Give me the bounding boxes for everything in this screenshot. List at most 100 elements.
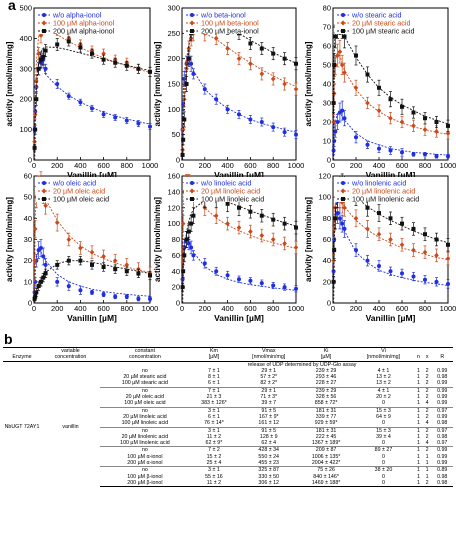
legend-label: w/o alpha-ionol: [52, 11, 102, 20]
data-point: [388, 269, 393, 274]
data-point: [66, 284, 71, 289]
data-point: [271, 283, 276, 288]
table-cell: no: [141, 367, 148, 374]
chart-5: 0 200 400 600 800 1000 0 20 40 60 80 100 120 140 160 Va…: [153, 172, 304, 324]
data-point: [294, 286, 298, 291]
table-cell: 455 ± 23: [258, 460, 280, 467]
table-cell: 25 ± 4: [206, 460, 222, 467]
data-point: [113, 267, 118, 272]
table-cell: 1469 ± 188*: [299, 479, 353, 488]
table-cell: 2: [422, 386, 432, 395]
table-cell: 82 ± 2*: [260, 380, 278, 387]
y-tick-label: 0: [28, 156, 32, 165]
table-cell: 3 ± 1: [189, 406, 238, 414]
table-cell: 13 ± 2: [376, 374, 391, 381]
table-cell: 1: [417, 400, 420, 407]
legend-label: w/o linolenic acid: [351, 179, 406, 188]
y-tick-label: 10: [323, 137, 331, 146]
data-point: [399, 242, 405, 248]
table-cell: 181 ± 31: [299, 426, 353, 434]
data-point: [236, 56, 242, 62]
data-point: [365, 72, 370, 77]
data-point: [41, 275, 46, 280]
data-point: [445, 130, 451, 136]
data-point: [388, 148, 393, 153]
data-point: [33, 127, 38, 132]
table-cell: 0: [381, 460, 385, 467]
col-km: Km [µM]: [189, 347, 238, 362]
data-point: [337, 49, 343, 55]
y-tick-label: 10: [24, 277, 32, 286]
variable-cell: vanillin: [62, 424, 79, 431]
col-vi: Vi [nmol/min/mg]: [352, 347, 415, 362]
table-cell: 1: [414, 426, 423, 434]
table-cell: 0.99: [437, 367, 448, 374]
data-point: [446, 154, 450, 159]
y-tick-label: 30: [24, 235, 32, 244]
data-point: [335, 211, 340, 216]
table-cell: 0.99: [431, 386, 453, 395]
x-axis-label: Vanillin [µM]: [366, 313, 416, 323]
data-point: [237, 205, 241, 210]
data-point: [66, 236, 72, 243]
legend-marker: [341, 197, 345, 201]
table-row: 20 µM oleic acid 21 ± 3 71 ± 3* 328 ± 56 20 …: [3, 394, 453, 400]
data-point: [388, 97, 393, 102]
data-point: [376, 108, 382, 114]
data-point: [225, 273, 230, 278]
data-point: [191, 71, 196, 76]
legend-label: w/o stearic acid: [351, 11, 402, 20]
data-point: [446, 242, 450, 247]
y-tick-label: 0: [176, 156, 180, 165]
table-cell: 64 ± 9: [376, 413, 391, 420]
data-point: [259, 281, 264, 286]
y-tick-label: 120: [167, 203, 180, 212]
y-tick-label: 100: [318, 193, 331, 202]
table-row: 200 µM β-ionol 11 ± 2 306 ± 12 1469 ± 188* 0…: [3, 479, 453, 488]
y-tick-label: 300: [167, 4, 180, 13]
data-point: [342, 226, 347, 231]
series-3: [331, 173, 450, 304]
table-cell: 228 ± 27: [315, 380, 337, 387]
data-point: [101, 292, 106, 297]
legend-label: 100 µM beta-ionol: [201, 19, 259, 28]
enzyme-cell: NbUGT 72AY1: [4, 424, 40, 431]
x-tick-label: 600: [244, 161, 257, 170]
data-point: [66, 39, 71, 44]
data-point: [148, 69, 152, 74]
data-point: [376, 231, 382, 237]
data-point: [124, 262, 130, 268]
table-cell: no: [99, 406, 190, 414]
legend-label: 20 µM linolenic acid: [352, 187, 415, 196]
data-point: [89, 249, 95, 255]
legend-box: [36, 9, 127, 34]
data-point: [237, 112, 241, 117]
data-point: [294, 61, 298, 66]
data-point: [54, 219, 60, 226]
y-tick-label: 200: [167, 54, 180, 63]
table-cell: 929 ± 59*: [314, 420, 338, 427]
x-tick-label: 400: [373, 304, 386, 313]
data-point: [400, 221, 404, 226]
table-row: no 3 ± 1 325 ± 87 75 ± 26 38 ± 20 1 1 0.89: [3, 466, 453, 474]
y-tick-label: 0: [176, 299, 180, 308]
table-row: no 7 ± 1 29 ± 1 239 ± 29 4 ± 1 1 2 0.99: [3, 386, 453, 395]
table-cell: 325 ± 87: [237, 466, 300, 474]
data-point: [446, 123, 450, 128]
data-point: [43, 203, 48, 209]
data-point: [136, 121, 141, 126]
table-cell: 15 ± 3: [352, 426, 415, 434]
table-cell: 20 ± 2: [376, 394, 391, 401]
data-point: [43, 48, 48, 53]
table-cell: 55 ± 16: [205, 473, 223, 480]
data-point: [182, 117, 187, 122]
series-2: [180, 25, 299, 161]
data-point: [225, 201, 230, 206]
y-tick-label: 40: [24, 214, 32, 223]
legend-marker: [340, 188, 346, 194]
col-variable: variable concentration: [41, 347, 100, 362]
table-cell: 1367 ± 189*: [311, 440, 341, 447]
table-cell: 13 ± 2: [376, 380, 391, 387]
